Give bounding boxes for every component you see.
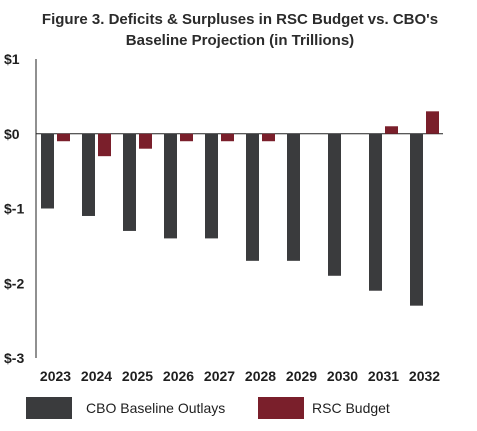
x-tick-label: 2026 bbox=[163, 368, 194, 384]
y-tick-label: $-3 bbox=[4, 350, 24, 366]
cbo-bar-2023 bbox=[41, 133, 54, 209]
cbo-bar-2032 bbox=[410, 133, 423, 306]
chart-title-line-2: Baseline Projection (in Trillions) bbox=[126, 32, 354, 49]
y-tick-label: $0 bbox=[4, 126, 20, 142]
cbo-bar-2028 bbox=[246, 133, 259, 261]
rsc-bar-2026 bbox=[180, 133, 193, 142]
legend: CBO Baseline Outlays RSC Budget bbox=[26, 397, 390, 419]
x-axis: 2023 2024 2025 2026 2027 2028 2029 2030 2031 2032 bbox=[40, 368, 440, 384]
chart-title: Figure 3. Deficits & Surpluses in RSC Bu… bbox=[42, 11, 438, 49]
bars-group bbox=[41, 111, 439, 306]
x-tick-label: 2028 bbox=[245, 368, 276, 384]
cbo-bar-2030 bbox=[328, 133, 341, 276]
cbo-bar-2025 bbox=[123, 133, 136, 231]
rsc-bar-2023 bbox=[57, 133, 70, 142]
x-tick-label: 2032 bbox=[409, 368, 440, 384]
x-tick-label: 2029 bbox=[286, 368, 317, 384]
cbo-bar-2029 bbox=[287, 133, 300, 261]
cbo-bar-2026 bbox=[164, 133, 177, 239]
x-tick-label: 2030 bbox=[327, 368, 358, 384]
legend-swatch-rsc bbox=[258, 397, 304, 419]
x-tick-label: 2031 bbox=[368, 368, 399, 384]
legend-swatch-cbo bbox=[26, 397, 72, 419]
rsc-bar-2032 bbox=[426, 111, 439, 134]
cbo-bar-2024 bbox=[82, 133, 95, 216]
rsc-bar-2028 bbox=[262, 133, 275, 142]
rsc-bar-2025 bbox=[139, 133, 152, 149]
y-tick-label: $1 bbox=[4, 51, 20, 67]
x-tick-label: 2023 bbox=[40, 368, 71, 384]
rsc-bar-2031 bbox=[385, 126, 398, 134]
chart-title-line-1: Figure 3. Deficits & Surpluses in RSC Bu… bbox=[42, 11, 438, 28]
x-tick-label: 2024 bbox=[81, 368, 112, 384]
y-tick-label: $-2 bbox=[4, 275, 24, 291]
y-tick-label: $-1 bbox=[4, 201, 24, 217]
x-tick-label: 2025 bbox=[122, 368, 153, 384]
rsc-bar-2024 bbox=[98, 133, 111, 157]
legend-label-cbo: CBO Baseline Outlays bbox=[86, 400, 225, 416]
x-tick-label: 2027 bbox=[204, 368, 235, 384]
rsc-bar-2027 bbox=[221, 133, 234, 142]
legend-label-rsc: RSC Budget bbox=[312, 400, 390, 416]
cbo-bar-2027 bbox=[205, 133, 218, 239]
cbo-bar-2031 bbox=[369, 133, 382, 291]
